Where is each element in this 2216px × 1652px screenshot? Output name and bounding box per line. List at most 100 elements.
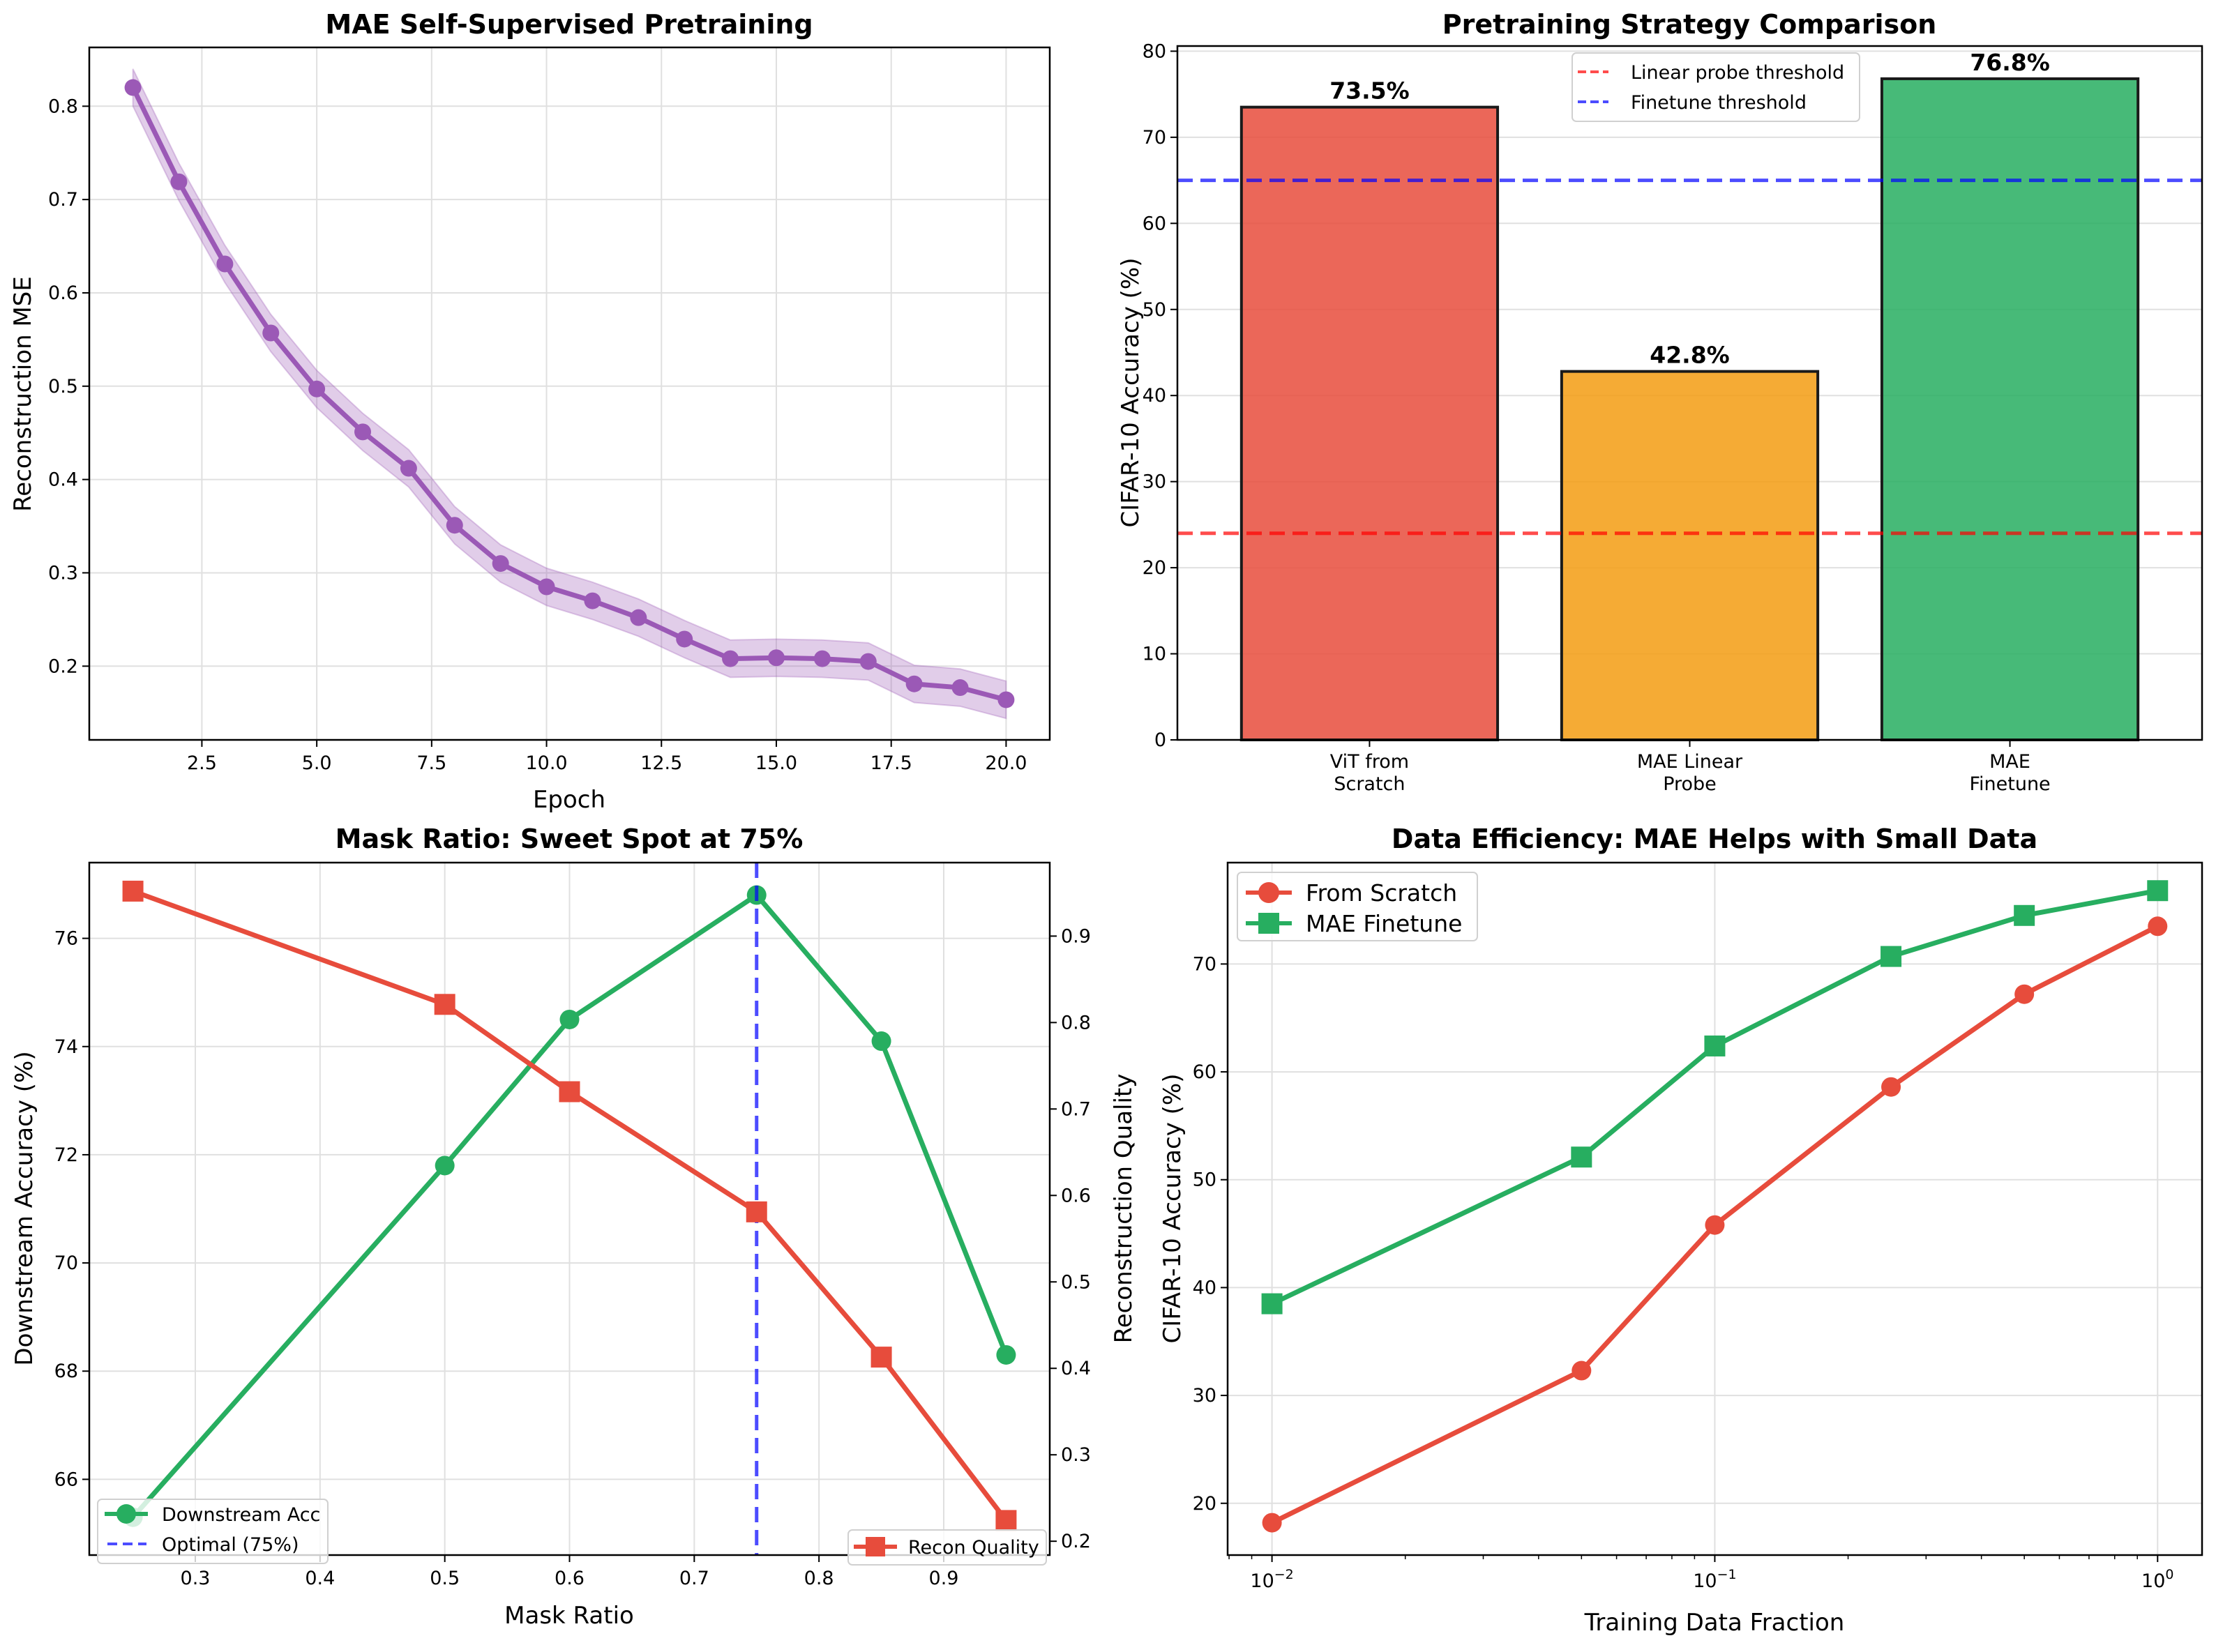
from-scratch-point — [1262, 1513, 1282, 1533]
from-scratch-point — [1571, 1361, 1592, 1381]
mae-finetune-point — [1571, 1146, 1592, 1168]
x-axis-label: Epoch — [533, 786, 605, 814]
bar-value-label: 73.5% — [1329, 77, 1410, 105]
y-tick-label: 10 — [1143, 644, 1166, 665]
x-tick-label-base: 10 — [1250, 1570, 1274, 1592]
chart-title: Pretraining Strategy Comparison — [1442, 9, 1937, 40]
y-tick-label: 0.2 — [48, 656, 78, 677]
y-tick-label: 70 — [54, 1252, 78, 1274]
y-axis: 20 30 40 50 60 70 — [1193, 953, 1228, 1515]
bar-value-label: 76.8% — [1970, 49, 2050, 76]
mse-point — [216, 255, 234, 273]
confidence-band — [132, 68, 1007, 720]
mse-point — [124, 79, 142, 96]
plot-area — [124, 68, 1015, 720]
x-tick-label: 17.5 — [870, 752, 912, 774]
legend-label-optimal: Optimal (75%) — [162, 1534, 299, 1556]
recon-quality-line — [132, 888, 1009, 1522]
recon-quality-point — [434, 994, 455, 1015]
x-tick-label: 0.8 — [804, 1568, 834, 1589]
x-tick-label: Finetune — [1969, 773, 2050, 795]
y-tick-label: 50 — [1193, 1169, 1216, 1191]
y-tick-label: 40 — [1193, 1277, 1216, 1298]
x-tick-label: 0.6 — [555, 1568, 585, 1589]
mae-finetune-point — [1261, 1293, 1283, 1314]
recon-quality-point — [746, 1201, 767, 1222]
y-right-tick-label: 0.2 — [1061, 1531, 1091, 1552]
from-scratch-point — [2148, 916, 2168, 937]
y-tick-label: 20 — [1193, 1493, 1216, 1515]
mse-point — [308, 380, 326, 397]
mse-point — [813, 650, 831, 667]
y-tick-label: 40 — [1143, 385, 1166, 407]
recon-quality-point — [559, 1081, 580, 1102]
y-axis-label: CIFAR-10 Accuracy (%) — [1117, 258, 1145, 528]
bar-value-label: 42.8% — [1650, 342, 1730, 369]
y-tick-label: 0.4 — [48, 469, 78, 491]
legend-marker-downstream-acc — [116, 1504, 136, 1524]
mae-finetune-point — [1880, 946, 1902, 967]
y-tick-label: 0 — [1154, 729, 1166, 751]
downstream-acc-line — [130, 893, 1009, 1520]
y-tick-label: 80 — [1143, 40, 1166, 62]
y-axis: 0 10 20 30 40 50 60 70 80 — [1143, 40, 1177, 751]
y-tick-label: 76 — [54, 928, 78, 950]
legend-frame — [1571, 52, 1860, 122]
x-axis-label: Training Data Fraction — [1584, 1609, 1845, 1637]
y-axis-label: Reconstruction MSE — [9, 276, 37, 512]
legend-left: Downstream Acc Optimal (75%) — [97, 1499, 329, 1564]
x-tick-label-exponent: −2 — [1274, 1567, 1294, 1582]
y-tick-label: 68 — [54, 1361, 78, 1382]
bar — [1560, 370, 1820, 741]
mse-point — [767, 649, 785, 667]
axes-frame — [88, 46, 1051, 741]
x-tick-label: 2.5 — [187, 752, 217, 774]
y-tick-label: 60 — [1143, 213, 1166, 234]
y-axis-label-right: Reconstruction Quality — [1110, 1074, 1138, 1344]
x-axis: 10−2 10−1 100 — [1228, 1555, 2174, 1592]
mse-point — [262, 324, 280, 342]
legend-marker-mae-finetune — [1258, 913, 1279, 934]
x-tick-label: 15.0 — [755, 752, 797, 774]
legend-label-finetune: Finetune threshold — [1631, 92, 1807, 114]
downstream-acc-point — [871, 1031, 891, 1052]
y-axis: 0.2 0.3 0.4 0.5 0.6 0.7 0.8 — [48, 96, 89, 677]
recon-quality-point — [995, 1510, 1017, 1531]
legend-frame — [847, 1529, 1047, 1566]
mae-finetune-point — [1704, 1035, 1726, 1056]
recon-quality-point — [870, 1347, 892, 1368]
y-tick-label: 74 — [54, 1036, 78, 1058]
x-tick-label: 5.0 — [302, 752, 332, 774]
y-right-tick-label: 0.6 — [1061, 1185, 1091, 1206]
from-scratch-line — [1271, 924, 2159, 1525]
mse-point — [446, 517, 463, 534]
mse-point — [354, 423, 372, 441]
mse-point — [859, 653, 877, 670]
legend-marker-from-scratch — [1258, 882, 1279, 903]
legend-frame — [1237, 872, 1478, 941]
x-tick-label-exponent: 0 — [2165, 1567, 2173, 1582]
mask-ratio-chart: Mask Ratio: Sweet Spot at 75% 0.3 0.4 0.5 0… — [10, 824, 1138, 1630]
mse-point — [997, 691, 1015, 708]
legend-label-downstream-acc: Downstream Acc — [162, 1504, 320, 1526]
legend-label-recon-quality: Recon Quality — [908, 1537, 1039, 1559]
mse-point — [584, 592, 601, 609]
grid — [89, 47, 1050, 740]
y-tick-label: 50 — [1143, 299, 1166, 321]
plot-area — [1261, 880, 2169, 1533]
x-tick-label: 10.0 — [525, 752, 567, 774]
x-tick-label: 0.4 — [305, 1568, 335, 1589]
legend-label-mae-finetune: MAE Finetune — [1306, 910, 1462, 937]
x-tick-label: 0.7 — [679, 1568, 709, 1589]
from-scratch-point — [2014, 984, 2035, 1004]
plot-area — [122, 863, 1017, 1555]
mse-point — [951, 679, 969, 697]
legend: From Scratch MAE Finetune — [1237, 872, 1478, 941]
chart-title: Mask Ratio: Sweet Spot at 75% — [336, 824, 804, 854]
pretraining-loss-chart: MAE Self-Supervised Pretraining 2.5 5.0 7.… — [9, 9, 1051, 814]
y-tick-label: 0.8 — [48, 96, 78, 117]
strategy-comparison-chart: Pretraining Strategy Comparison 73.5% 42.… — [1117, 9, 2203, 795]
